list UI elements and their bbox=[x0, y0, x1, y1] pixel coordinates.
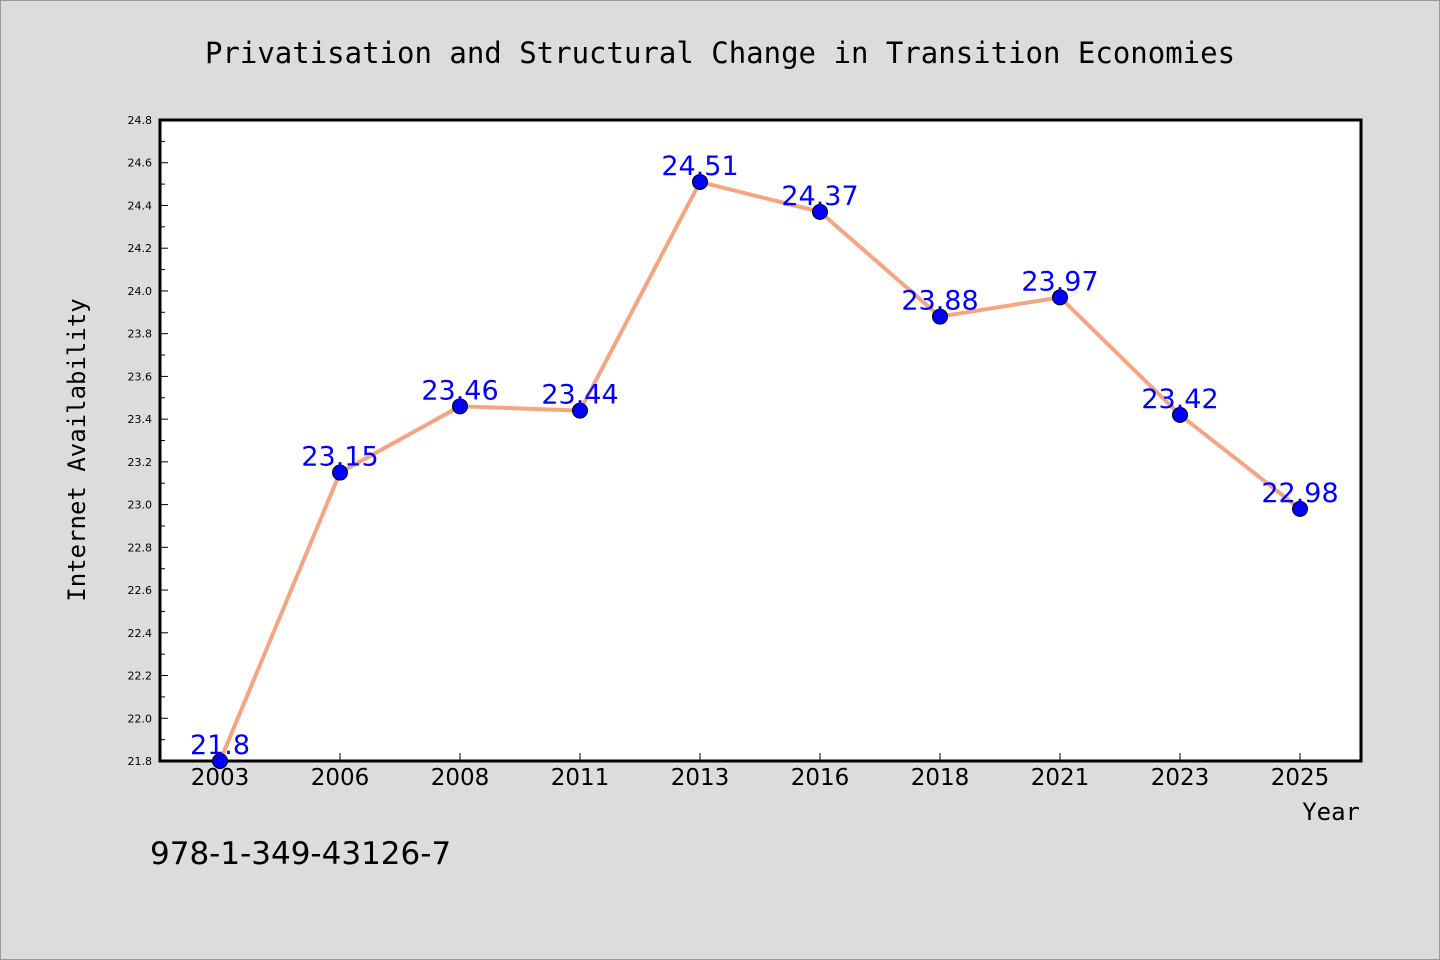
data-point bbox=[1292, 500, 1308, 517]
data-label: 23.88 bbox=[901, 286, 978, 317]
y-axis-ticks: 21.8 22.0 22.2 22.4 22.6 22.8 23.0 23.2 23.4 23.6… bbox=[128, 114, 168, 768]
x-tick-label: 2013 bbox=[671, 765, 730, 791]
data-markers bbox=[212, 173, 1308, 769]
data-label: 24.51 bbox=[661, 151, 738, 182]
x-tick-label: 2025 bbox=[1271, 765, 1330, 791]
y-tick-label: 23.6 bbox=[128, 370, 153, 383]
data-label: 21.8 bbox=[190, 730, 250, 761]
y-tick-label: 22.8 bbox=[128, 541, 153, 554]
x-axis-label: Year bbox=[1302, 798, 1360, 826]
y-tick-label: 22.2 bbox=[128, 670, 153, 683]
data-point bbox=[812, 203, 828, 220]
x-tick-label: 2018 bbox=[911, 765, 970, 791]
chart-title: Privatisation and Structural Change in T… bbox=[205, 36, 1235, 70]
data-point bbox=[1172, 406, 1188, 423]
data-point bbox=[932, 308, 948, 325]
data-label: 23.46 bbox=[421, 375, 498, 406]
y-tick-label: 24.8 bbox=[128, 114, 153, 127]
data-point bbox=[452, 398, 468, 415]
x-tick-label: 2003 bbox=[191, 765, 250, 791]
y-tick-label: 24.0 bbox=[128, 285, 153, 298]
y-tick-label: 24.4 bbox=[128, 199, 153, 212]
x-tick-label: 2021 bbox=[1031, 765, 1090, 791]
x-tick-label: 2006 bbox=[311, 765, 370, 791]
series-line bbox=[218, 179, 1302, 762]
data-label: 23.15 bbox=[301, 442, 378, 473]
x-tick-label: 2008 bbox=[431, 765, 490, 791]
plot-area bbox=[158, 118, 1363, 763]
x-tick-label: 2016 bbox=[791, 765, 850, 791]
x-tick-label: 2011 bbox=[551, 765, 610, 791]
y-tick-label: 22.4 bbox=[128, 627, 153, 640]
data-label: 24.37 bbox=[781, 181, 858, 212]
data-point bbox=[692, 173, 708, 190]
y-tick-label: 24.6 bbox=[128, 157, 153, 170]
y-tick-label: 23.8 bbox=[128, 328, 153, 341]
y-tick-label: 21.8 bbox=[128, 755, 153, 768]
y-tick-label: 23.2 bbox=[128, 456, 153, 469]
data-label: 22.98 bbox=[1261, 478, 1338, 509]
data-point bbox=[572, 402, 588, 419]
y-tick-label: 22.0 bbox=[128, 712, 153, 725]
isbn-text: 978-1-349-43126-7 bbox=[150, 836, 451, 872]
y-tick-label: 23.4 bbox=[128, 413, 153, 426]
data-label: 23.44 bbox=[541, 380, 618, 411]
data-labels: 21.8 23.15 23.46 23.44 24.51 24.37 23.88 23.97 2… bbox=[190, 151, 1339, 761]
data-point bbox=[332, 464, 348, 481]
y-tick-label: 22.6 bbox=[128, 584, 153, 597]
x-axis-ticks: 2003 2006 2008 2011 2013 2016 2018 2021 2023 2025 bbox=[191, 753, 1330, 791]
x-tick-label: 2023 bbox=[1151, 765, 1210, 791]
data-point bbox=[1052, 289, 1068, 306]
data-label: 23.97 bbox=[1021, 266, 1098, 297]
y-axis-label: Internet Availability bbox=[63, 298, 91, 601]
y-tick-label: 23.0 bbox=[128, 499, 153, 512]
y-tick-label: 24.2 bbox=[128, 242, 153, 255]
data-point bbox=[212, 753, 228, 769]
data-label: 23.42 bbox=[1141, 384, 1218, 415]
